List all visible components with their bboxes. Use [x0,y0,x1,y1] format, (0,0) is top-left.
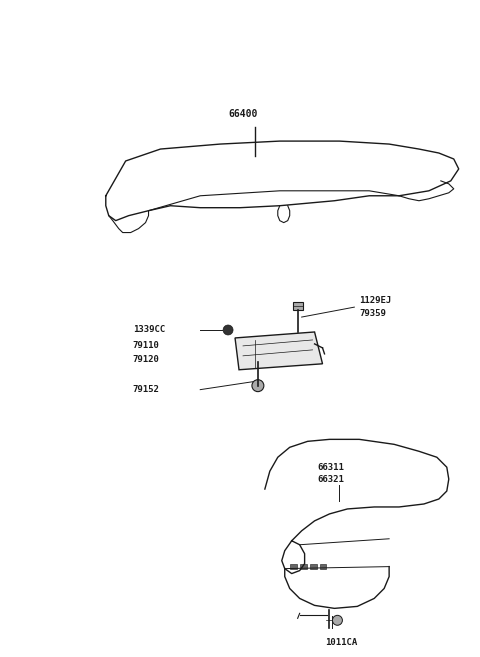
Polygon shape [235,332,323,370]
Bar [320,564,326,568]
Circle shape [252,380,264,392]
Bar [300,564,307,568]
Bar [290,564,297,568]
Text: 1129EJ: 1129EJ [360,296,392,305]
Circle shape [223,325,233,335]
Bar [310,564,316,568]
Text: 1339CC: 1339CC [132,325,165,334]
Text: 79152: 79152 [132,385,159,394]
Text: 66321: 66321 [318,474,345,484]
Circle shape [333,616,342,625]
Text: 66311: 66311 [318,463,345,472]
Text: 66400: 66400 [228,109,258,119]
Text: 79359: 79359 [360,309,386,317]
Bar [293,302,302,310]
Text: 79120: 79120 [132,355,159,365]
Text: 79110: 79110 [132,342,159,350]
Text: 1011CA: 1011CA [325,638,358,647]
